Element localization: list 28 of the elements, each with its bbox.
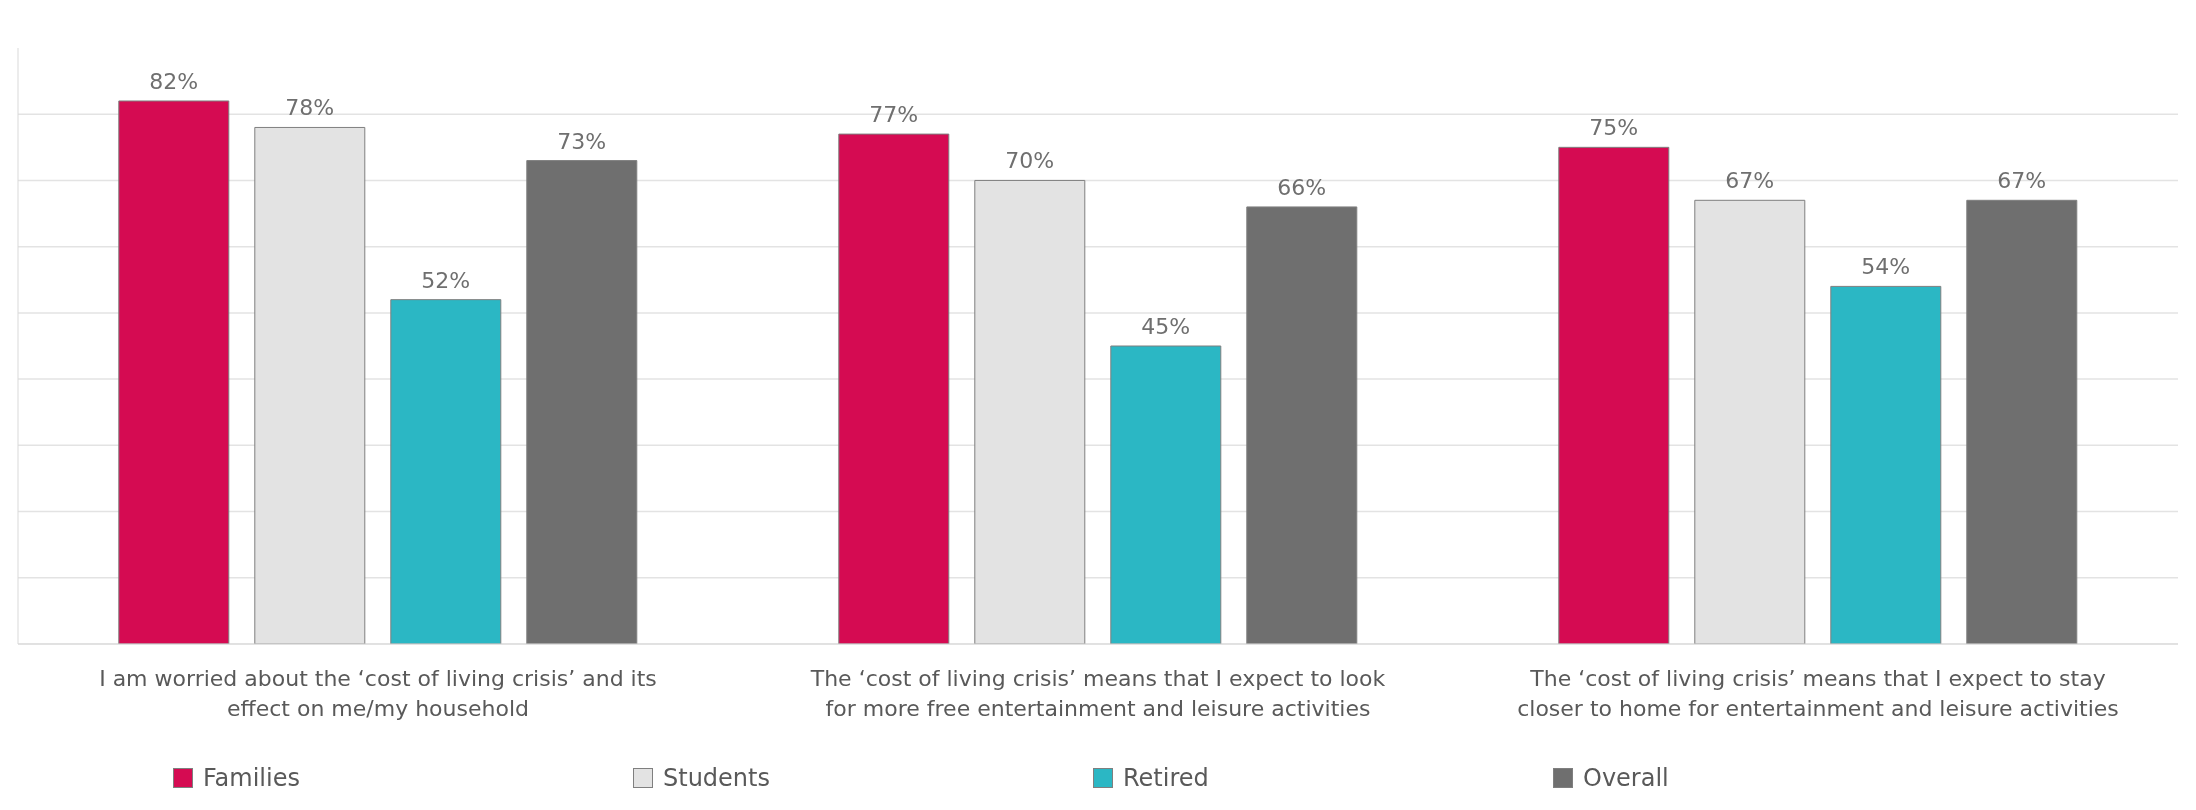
data-label: 67%: [1997, 168, 2047, 194]
data-label: 73%: [557, 128, 607, 154]
bar: [838, 133, 950, 644]
bar: [1110, 345, 1222, 644]
data-label: 66%: [1277, 174, 1327, 200]
bar: [1830, 285, 1942, 644]
x-tick-label: The ‘cost of living crisis’ means that I expect to look for more free entertainment and leisure activities: [809, 666, 1386, 721]
data-label: 45%: [1141, 314, 1191, 339]
bar: [1246, 206, 1358, 644]
x-tick-label: The ‘cost of living crisis’ means that I expect to stay closer to home for entertainment and leisure activities: [1517, 666, 2119, 721]
bar: [390, 299, 502, 644]
bar: [1966, 199, 2078, 644]
legend-label: Families: [203, 764, 300, 792]
data-label: 78%: [285, 95, 335, 121]
data-label: 54%: [1861, 254, 1911, 280]
data-label: 67%: [1725, 168, 1775, 194]
data-label: 75%: [1589, 115, 1639, 141]
bar: [1558, 146, 1670, 644]
bar: [526, 160, 638, 644]
data-label: 52%: [421, 267, 471, 293]
legend-label: Students: [663, 764, 770, 792]
data-label: 82%: [149, 68, 199, 94]
x-tick-label: I am worried about the ‘cost of living crisis’ and its effect on me/my household: [99, 666, 657, 721]
data-label: 77%: [869, 102, 919, 128]
legend-label: Retired: [1123, 764, 1209, 792]
bar: [118, 100, 230, 644]
data-label: 70%: [1005, 148, 1055, 174]
legend-label: Overall: [1583, 764, 1669, 792]
